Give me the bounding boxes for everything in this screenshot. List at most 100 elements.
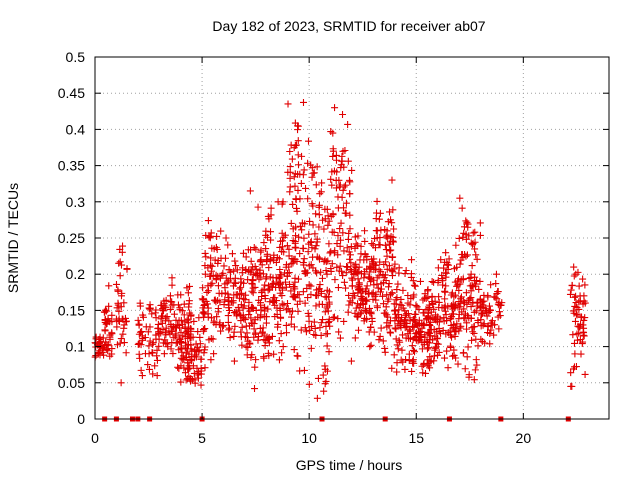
data-point xyxy=(305,281,313,289)
data-point xyxy=(370,260,378,268)
data-point xyxy=(278,349,286,357)
data-point xyxy=(293,257,301,265)
data-point xyxy=(342,269,350,277)
data-point xyxy=(248,287,256,295)
data-point xyxy=(471,228,479,236)
data-point xyxy=(240,315,248,323)
data-point xyxy=(369,276,377,284)
data-point xyxy=(117,303,125,311)
data-point xyxy=(296,250,304,258)
data-point xyxy=(332,151,340,159)
data-point xyxy=(185,303,193,311)
data-point xyxy=(428,293,436,301)
data-point xyxy=(308,173,316,181)
data-point xyxy=(201,249,209,257)
data-point xyxy=(573,330,581,338)
data-point xyxy=(208,279,216,287)
data-point xyxy=(141,334,149,342)
data-point xyxy=(357,270,365,278)
data-point xyxy=(389,253,397,261)
data-point xyxy=(359,294,367,302)
data-point xyxy=(344,157,352,165)
chart-title: Day 182 of 2023, SRMTID for receiver ab0… xyxy=(212,18,485,34)
data-point xyxy=(328,181,336,189)
data-point xyxy=(284,299,292,307)
data-point xyxy=(425,309,433,317)
data-point xyxy=(383,265,391,273)
data-point xyxy=(352,240,360,248)
data-point xyxy=(186,356,194,364)
data-point xyxy=(389,238,397,246)
data-point xyxy=(97,342,105,350)
data-point xyxy=(292,244,300,252)
data-point xyxy=(285,245,293,253)
data-point xyxy=(361,237,369,245)
data-point xyxy=(230,332,238,340)
data-point xyxy=(293,207,301,215)
data-point xyxy=(288,155,296,163)
data-point xyxy=(427,357,435,365)
data-point xyxy=(183,316,191,324)
data-point xyxy=(202,253,210,261)
data-point xyxy=(366,268,374,276)
data-point xyxy=(258,287,266,295)
data-point xyxy=(276,279,284,287)
data-point xyxy=(470,308,478,316)
data-point xyxy=(569,307,577,315)
data-point xyxy=(242,253,250,261)
data-point xyxy=(452,291,460,299)
data-point xyxy=(289,237,297,245)
data-point xyxy=(452,241,460,249)
data-point xyxy=(473,277,481,285)
data-point xyxy=(225,266,233,274)
data-point xyxy=(285,252,293,260)
data-point xyxy=(420,361,428,369)
data-point xyxy=(398,301,406,309)
data-point xyxy=(383,291,391,299)
data-point xyxy=(354,284,362,292)
data-point xyxy=(201,325,209,333)
data-point xyxy=(316,190,324,198)
data-point xyxy=(569,331,577,339)
data-point xyxy=(264,335,272,343)
data-point xyxy=(144,361,152,369)
data-point xyxy=(289,259,297,267)
data-point xyxy=(581,281,589,289)
data-point xyxy=(368,240,376,248)
y-tick-label: 0 xyxy=(77,411,85,427)
data-point xyxy=(373,280,381,288)
data-point xyxy=(182,349,190,357)
data-point xyxy=(261,342,269,350)
data-point xyxy=(286,168,294,176)
data-point xyxy=(116,272,124,280)
x-tick-label: 15 xyxy=(408,430,424,446)
data-point xyxy=(567,382,575,390)
data-point xyxy=(440,264,448,272)
data-point xyxy=(411,282,419,290)
data-point xyxy=(370,266,378,274)
data-point xyxy=(146,337,154,345)
data-point xyxy=(385,262,393,270)
data-point xyxy=(152,314,160,322)
data-point xyxy=(186,282,194,290)
data-point xyxy=(116,258,124,266)
data-point xyxy=(294,352,302,360)
data-point xyxy=(434,276,442,284)
data-point xyxy=(397,295,405,303)
data-point xyxy=(141,350,149,358)
data-point xyxy=(315,211,323,219)
data-point xyxy=(307,291,315,299)
data-point xyxy=(106,352,114,360)
data-point xyxy=(311,230,319,238)
axis-ticks xyxy=(94,56,609,420)
data-point xyxy=(274,198,282,206)
data-point xyxy=(278,292,286,300)
data-point xyxy=(304,248,312,256)
data-point xyxy=(433,335,441,343)
data-point xyxy=(291,278,299,286)
data-point xyxy=(424,286,432,294)
data-point xyxy=(191,379,199,387)
data-point xyxy=(420,294,428,302)
data-point xyxy=(331,104,339,112)
data-point xyxy=(487,326,495,334)
